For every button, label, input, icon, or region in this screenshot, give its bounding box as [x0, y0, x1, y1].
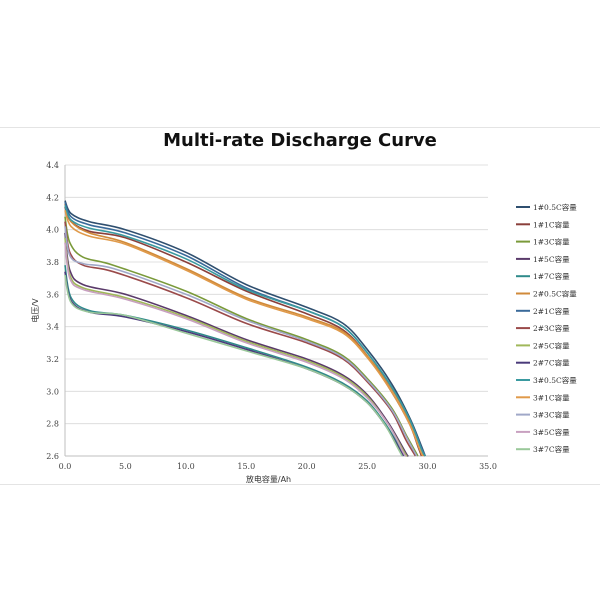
y-tick-label: 2.8 — [46, 420, 59, 429]
y-tick-label: 4.0 — [46, 226, 59, 235]
series-line-4 — [64, 232, 409, 458]
series-lines — [64, 200, 426, 458]
series-line-2 — [64, 206, 423, 457]
series-line-12 — [64, 210, 424, 457]
y-tick-label: 3.0 — [46, 387, 59, 396]
legend-label: 2#1C容量 — [533, 306, 570, 316]
y-tick-label: 4.4 — [46, 161, 59, 170]
series-line-14 — [64, 242, 407, 457]
x-axis-label: 放电容量/Ah — [246, 474, 291, 484]
legend-label: 3#7C容量 — [533, 444, 570, 454]
x-tick-labels: 0.0 5.0 10.0 15.0 20.0 25.0 30.0 35.0 — [59, 462, 497, 471]
legend-label: 1#1C容量 — [533, 219, 570, 229]
series-line-15 — [64, 274, 403, 457]
series-line-5 — [64, 265, 406, 457]
bottom-divider — [0, 484, 600, 485]
series-line-8 — [64, 221, 417, 457]
y-tick-label: 3.6 — [46, 290, 59, 299]
legend-label: 2#7C容量 — [533, 358, 570, 368]
x-tick-label: 25.0 — [358, 462, 376, 471]
x-tick-label: 10.0 — [177, 462, 195, 471]
x-tick-label: 30.0 — [419, 462, 437, 471]
y-tick-label: 3.4 — [46, 323, 59, 332]
y-axis-label: 电压/V — [30, 298, 40, 323]
legend-label: 3#3C容量 — [533, 410, 570, 420]
y-tick-labels: 2.6 2.8 3.0 3.2 3.4 3.6 3.8 4.0 4.2 4.4 — [46, 161, 59, 461]
legend-label: 1#7C容量 — [533, 271, 570, 281]
legend-label: 1#3C容量 — [533, 237, 570, 247]
series-line-11 — [64, 205, 426, 457]
legend: 1#0.5C容量 1#1C容量 1#3C容量 1#5C容量 1#7C容量 2#0.5C容量… — [516, 202, 577, 454]
legend-label: 3#1C容量 — [533, 392, 570, 402]
top-divider — [0, 127, 600, 128]
series-line-1 — [64, 200, 426, 457]
legend-label: 3#5C容量 — [533, 427, 570, 437]
legend-label: 1#5C容量 — [533, 254, 570, 264]
chart-title: Multi-rate Discharge Curve — [163, 130, 437, 151]
y-tick-label: 3.8 — [46, 258, 59, 267]
legend-label: 1#0.5C容量 — [533, 202, 577, 212]
x-tick-label: 0.0 — [59, 462, 72, 471]
axes — [64, 165, 488, 457]
legend-label: 2#0.5C容量 — [533, 289, 577, 299]
x-tick-label: 5.0 — [119, 462, 132, 471]
series-line-13 — [64, 226, 418, 457]
grid-lines — [65, 164, 488, 425]
y-tick-label: 3.2 — [46, 355, 59, 364]
series-line-3 — [64, 216, 419, 457]
legend-label: 2#5C容量 — [533, 340, 570, 350]
x-tick-label: 20.0 — [298, 462, 316, 471]
legend-label: 2#3C容量 — [533, 323, 570, 333]
y-tick-label: 4.2 — [46, 193, 59, 202]
y-tick-label: 2.6 — [46, 452, 59, 461]
legend-label: 3#0.5C容量 — [533, 375, 577, 385]
x-tick-label: 35.0 — [479, 462, 497, 471]
x-tick-label: 15.0 — [237, 462, 255, 471]
